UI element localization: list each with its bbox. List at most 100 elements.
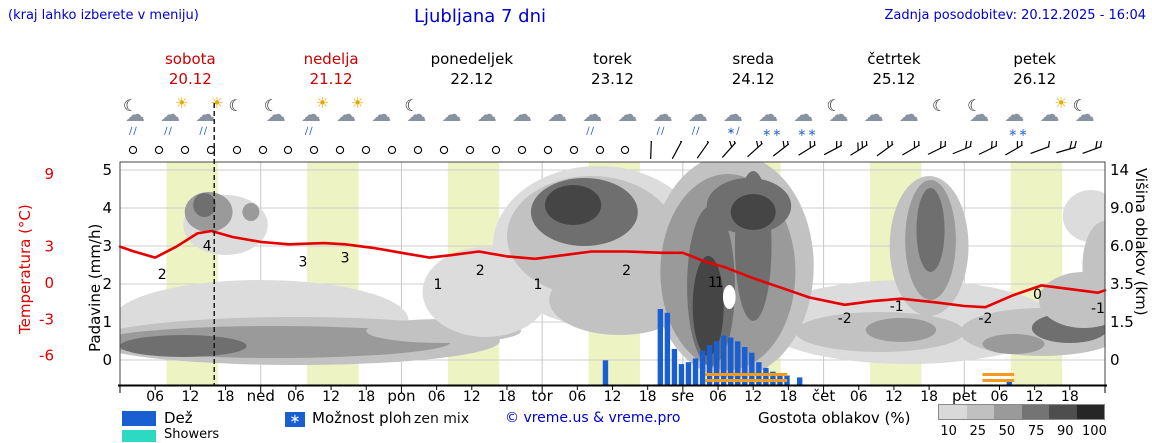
x-hour-label: 06 (428, 389, 446, 405)
cloud-density-scale (938, 404, 1105, 420)
weather-icon-cloud-snow: ☁ ∗∗ (999, 96, 1034, 138)
wind-barb-icon (820, 140, 846, 160)
cloud-icon: ☁ (758, 102, 779, 126)
moon-icon: ☾ (228, 96, 243, 115)
frozen-mix-dot (714, 379, 718, 382)
temperature-value-label: 1 (708, 275, 717, 291)
wind-calm-icon (561, 140, 587, 160)
frozen-mix-dot (989, 379, 993, 382)
x-hour-label: 18 (920, 389, 938, 405)
x-hour-label: 12 (1026, 389, 1044, 405)
day-name: četrtek (867, 50, 921, 68)
day-header-petek: petek 26.12 (964, 50, 1105, 89)
frozen-mix-dot (736, 373, 740, 376)
legend-rain-swatch (122, 411, 156, 426)
wind-calm-icon (483, 140, 509, 160)
frozen-mix-dot (722, 379, 726, 382)
cloud-scale-segment-25 (966, 405, 994, 419)
moon-icon: ☾ (826, 96, 841, 115)
frozen-mix-dot (1008, 379, 1012, 382)
wind-calm-icon (431, 140, 457, 160)
x-hour-label: 12 (744, 389, 762, 405)
temperature-value-label: 2 (158, 267, 167, 283)
rain-icon: ∕∕ (199, 126, 209, 137)
wind-calm-icon (301, 140, 327, 160)
wind-calm-icon (379, 140, 405, 160)
frozen-mix-dot (750, 379, 754, 382)
frozen-mix-dot (781, 373, 785, 376)
sun-icon: ☀ (174, 94, 189, 112)
day-name: sobota (164, 50, 216, 68)
x-day-mark-label: pon (387, 387, 415, 405)
weather-icon-moon-cloud: ☾ ☁ (401, 96, 436, 138)
precipitation-tick-label: 1 (102, 313, 112, 331)
cloud-scale-tick: 10 (940, 424, 957, 439)
cloud-scale-segment-100 (1076, 405, 1104, 419)
frozen-mix-dot (984, 373, 988, 376)
temperature-tick-label: 3 (44, 238, 54, 256)
frozen-mix-dot (999, 373, 1003, 376)
x-hour-label: 06 (146, 389, 164, 405)
cloud-blob (544, 185, 602, 225)
legend-frozen-mix-partial-label: zen mix (414, 411, 470, 427)
frozen-mix-dot (767, 379, 771, 382)
precip-bar (728, 337, 734, 385)
precip-bar (796, 377, 803, 385)
frozen-mix-dot (984, 379, 988, 382)
copyright-link[interactable]: © vreme.us & vreme.pro (505, 410, 681, 426)
frozen-mix-dot (745, 373, 749, 376)
legend-showers-label: Showers (164, 427, 220, 442)
frozen-mix-dot (765, 379, 769, 382)
cloud-height-tick-label: 9.0 (1110, 199, 1134, 217)
moon-icon: ☾ (404, 96, 419, 115)
sun-icon: ☀ (210, 94, 224, 112)
day-header-četrtek: četrtek 25.12 (824, 50, 965, 89)
x-day-mark-label: sre (671, 387, 694, 405)
wind-calm-icon (457, 140, 483, 160)
cloud-icon: ☁ (547, 102, 568, 126)
frozen-mix-dot (779, 373, 783, 376)
cloud-icon: ☁ (265, 102, 286, 126)
x-hour-label: 06 (568, 389, 586, 405)
wind-calm-icon (146, 140, 172, 160)
frozen-mix-dot (753, 373, 757, 376)
wind-barb-icon (975, 140, 1001, 160)
frozen-mix-dot (992, 373, 996, 376)
frozen-mix-dot (1011, 379, 1015, 382)
x-day-mark-label: tor (532, 387, 554, 405)
temperature-value-label: 2 (476, 263, 485, 279)
legend-showers-swatch (122, 430, 156, 442)
precip-bar (720, 335, 727, 385)
weather-icon-row: ☾ ☁ ∕∕ ☀ ☁ ∕∕ ☀ ☁ ∕∕ ☾ ☾ ☁ ☀ ☁ ∕∕ ☀ ☁ ☁ ☾ ☁ ☁ ☁ ☁ ☁ ☁ ∕∕ ☁ ☁ ∕∕ ☁ ∕∕ ☁ ∗… (120, 94, 1105, 139)
frozen-mix-dot (741, 379, 745, 382)
frozen-mix-dot (772, 379, 776, 382)
rain-icon: ∕∕ (164, 126, 173, 137)
precip-bar (749, 352, 755, 385)
frozen-mix-dot (784, 379, 788, 382)
frozen-mix-dot (731, 379, 735, 382)
wind-calm-icon (276, 140, 302, 160)
frozen-mix-dot (741, 373, 745, 376)
frozen-mix-dot (994, 373, 998, 376)
weather-icon-cloud: ☁ (507, 96, 542, 138)
frozen-mix-dot (784, 373, 788, 376)
weather-icon-cloud: ☁ (366, 96, 401, 138)
snow-icon: ∗∗ (1008, 126, 1029, 139)
frozen-mix-dot (769, 373, 773, 376)
rain-icon: ∕∕ (304, 126, 314, 137)
cloud-icon: ☁ (125, 102, 145, 126)
temperature-tick-label: 9 (44, 165, 54, 183)
weather-icon-cloud-rain: ☁ ∕∕ (648, 96, 683, 138)
x-hour-label: 18 (639, 389, 657, 405)
frozen-mix-dot (748, 379, 752, 382)
frozen-mix-dot (987, 379, 991, 382)
frozen-mix-dot (710, 373, 714, 376)
x-day-mark-label: čet (812, 387, 835, 405)
frozen-mix-dot (748, 373, 752, 376)
location-hint: (kraj lahko izberete v meniju) (8, 8, 199, 23)
weather-icon-cloud: ☁ (542, 96, 577, 138)
wind-calm-icon (405, 140, 431, 160)
frozen-mix-dot (1011, 373, 1015, 376)
cloud-icon: ☁ (476, 102, 497, 126)
